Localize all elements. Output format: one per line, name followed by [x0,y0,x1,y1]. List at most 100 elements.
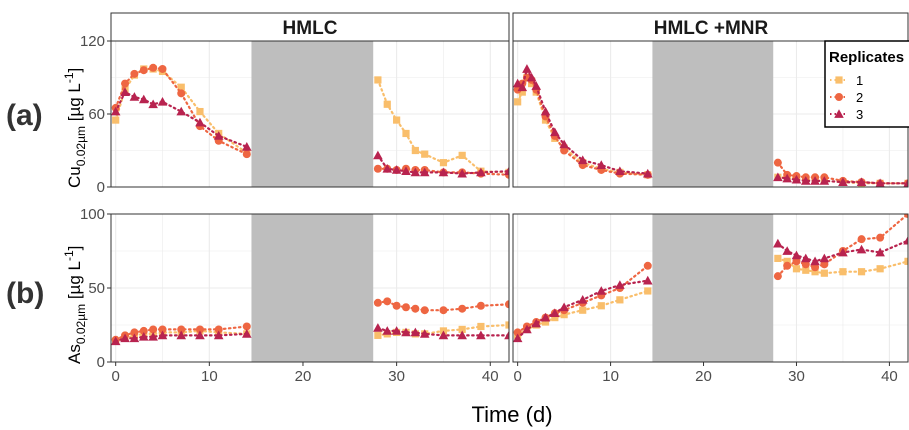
legend: Replicates 1 2 3 [824,40,909,128]
legend-key-marker [835,76,843,84]
data-point-rep-3 [148,99,158,109]
data-point-rep-1 [518,88,526,96]
data-point-rep-2 [643,261,652,270]
data-point-rep-2 [177,89,186,98]
data-point-rep-3 [138,332,149,341]
panel-strip-right: HMLC +MNR [512,12,909,42]
data-point-rep-3 [596,286,607,295]
data-point-rep-1 [505,321,509,329]
data-point-rep-3 [176,330,187,340]
data-point-rep-3 [382,326,393,335]
data-point-rep-1 [393,116,401,124]
data-point-rep-1 [839,268,847,276]
series-3-line [376,154,509,175]
series-1-line [114,329,248,343]
data-point-rep-2 [139,326,148,335]
data-point-rep-2 [177,325,186,334]
data-point-rep-1 [514,98,522,106]
data-point-rep-3 [773,172,783,182]
x-tick-label: 0 [112,368,120,385]
series-3-line [114,332,248,343]
data-point-rep-1 [811,268,819,276]
series-3-line [776,176,908,185]
data-point-rep-1 [774,254,782,262]
data-point-rep-3 [875,247,885,257]
data-point-rep-3 [120,87,130,96]
data-point-rep-2 [458,304,467,313]
panel-strip-right-box [512,12,909,42]
data-point-rep-3 [810,256,820,266]
data-point-rep-3 [213,131,224,140]
data-point-rep-1 [857,268,866,276]
data-point-rep-3 [903,235,908,245]
data-point-rep-3 [642,168,653,178]
data-point-rep-1 [904,257,908,265]
data-point-rep-3 [875,178,885,187]
data-point-rep-3 [157,330,168,340]
series-1-line [114,67,248,154]
y-tick-label: 0 [97,179,105,196]
series-layer [111,297,509,346]
data-point-rep-2 [811,263,820,272]
data-point-rep-3 [438,330,449,340]
data-point-rep-3 [176,106,187,116]
y-tick-label: 50 [88,280,105,297]
data-point-rep-1 [579,306,587,314]
data-point-rep-3 [800,176,811,185]
data-point-rep-3 [550,127,560,137]
panel-b-hmlc [110,213,510,363]
legend-title: Replicates [829,49,904,66]
data-point-rep-3 [382,163,393,173]
data-point-rep-3 [513,78,523,88]
data-point-rep-3 [577,155,588,165]
data-point-rep-3 [615,166,625,176]
data-point-rep-3 [419,329,430,338]
shaded-gap-region [251,214,374,362]
data-point-rep-3 [642,275,653,285]
series-2-line [516,264,649,334]
data-point-rep-2 [513,328,522,337]
data-point-rep-2 [195,325,204,334]
data-point-rep-1 [477,322,485,331]
data-point-rep-3 [540,106,551,116]
data-point-rep-2 [149,63,158,72]
data-point-rep-3 [531,81,542,90]
data-point-rep-2 [792,257,801,266]
data-point-rep-1 [383,100,391,108]
data-point-rep-3 [213,330,224,340]
data-point-rep-2 [876,233,885,242]
data-point-rep-2 [149,325,158,334]
series-layer [513,64,908,187]
row-label-a: (a) [6,99,43,132]
data-point-rep-1 [644,287,652,295]
data-point-rep-3 [540,312,551,322]
x-tick-label: 30 [388,368,405,385]
series-layer [513,214,908,343]
series-1-line [776,257,908,275]
y-axis-title-a: Cu0.02µm [µg L-1] [62,68,88,188]
data-point-rep-1 [458,151,466,159]
data-point-rep-3 [810,176,820,185]
data-point-rep-3 [838,177,848,186]
data-point-rep-1 [374,76,382,84]
data-point-rep-3 [791,250,802,260]
series-2-line [776,161,908,185]
data-point-rep-3 [550,308,560,317]
data-point-rep-2 [801,260,810,269]
x-tick-labels: 0 10 20 30 40 0 10 20 30 40 [112,362,898,385]
data-point-rep-3 [410,327,421,337]
data-point-rep-2 [439,306,448,315]
panel-title-hmlc: HMLC [283,18,338,39]
data-point-rep-3 [157,97,168,106]
series-3-line [376,326,509,337]
data-point-rep-2 [383,297,392,306]
y-axis-title-b: As0.02µm [µg L-1] [62,246,88,364]
data-point-rep-2 [773,272,782,281]
data-point-rep-3 [195,117,205,127]
data-point-rep-3 [522,64,532,73]
data-point-rep-3 [800,253,811,263]
data-point-rep-1 [783,257,791,265]
y-tick-label: 0 [97,354,105,371]
data-point-rep-3 [856,177,867,186]
